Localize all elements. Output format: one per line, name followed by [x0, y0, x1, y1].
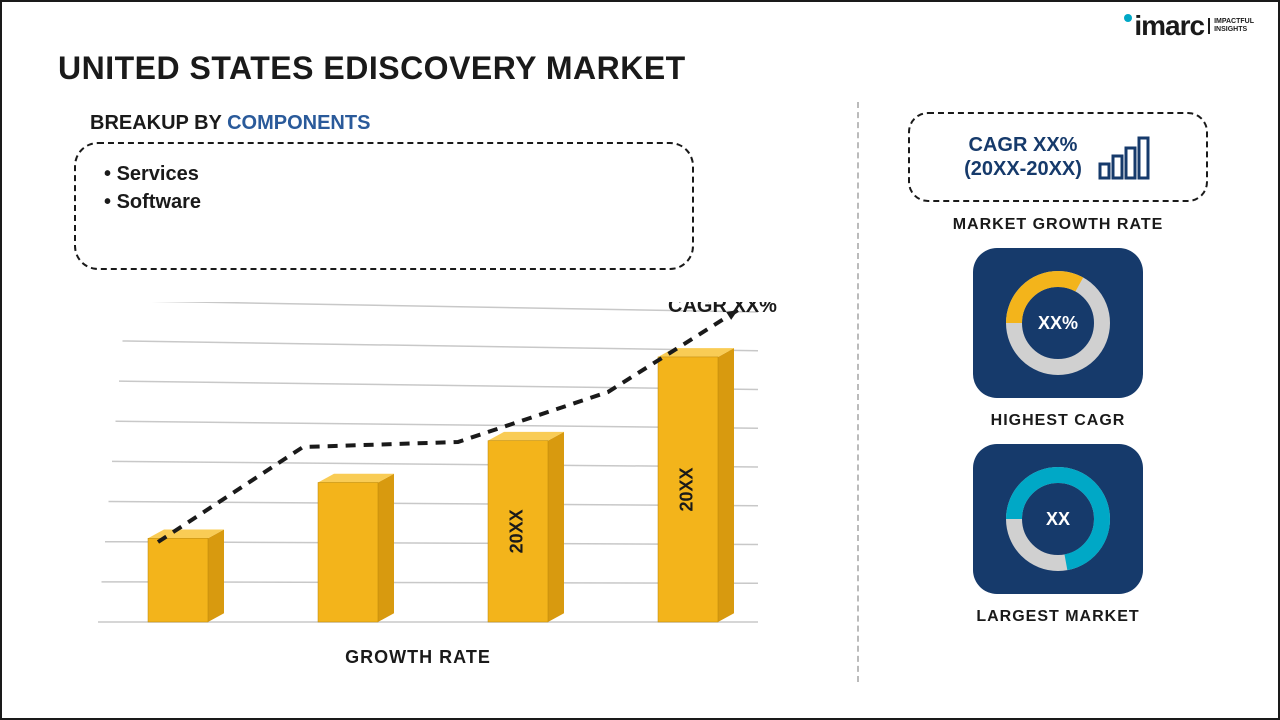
breakup-item: Services	[104, 160, 664, 188]
bar-growth-icon	[1096, 132, 1152, 182]
svg-text:20XX: 20XX	[677, 467, 697, 511]
highest-cagr-label: HIGHEST CAGR	[991, 412, 1126, 430]
cagr-line1: CAGR XX%	[969, 134, 1078, 156]
page-title: UNITED STATES EDISCOVERY MARKET	[58, 50, 686, 87]
breakup-heading: BREAKUP BY COMPONENTS	[90, 112, 370, 135]
breakup-list: ServicesSoftware	[104, 160, 664, 216]
side-panel: CAGR XX% (20XX-20XX) MARKET GROWTH RATE …	[898, 112, 1218, 626]
svg-text:CAGR XX%: CAGR XX%	[668, 302, 777, 317]
cagr-line2: (20XX-20XX)	[964, 158, 1082, 180]
breakup-highlight: COMPONENTS	[227, 112, 370, 134]
logo-dot-icon	[1124, 14, 1132, 22]
logo-tag-1: IMPACTFUL	[1214, 18, 1254, 25]
cagr-text: CAGR XX% (20XX-20XX)	[964, 133, 1082, 181]
svg-text:20XX: 20XX	[507, 509, 527, 553]
highest-cagr-tile: XX%	[973, 248, 1143, 398]
cagr-summary-box: CAGR XX% (20XX-20XX)	[908, 112, 1208, 202]
highest-cagr-value: XX%	[1038, 313, 1078, 334]
logo-tagline: IMPACTFUL INSIGHTS	[1208, 18, 1254, 33]
breakup-prefix: BREAKUP BY	[90, 112, 227, 134]
breakup-item: Software	[104, 188, 664, 216]
growth-chart: 20XX 20XX CAGR XX% GROWTH RATE	[58, 302, 778, 682]
largest-market-tile: XX	[973, 444, 1143, 594]
brand-logo: imarc IMPACTFUL INSIGHTS	[1124, 10, 1254, 42]
logo-text: imarc	[1134, 10, 1204, 42]
market-growth-rate-label: MARKET GROWTH RATE	[953, 216, 1164, 234]
vertical-divider	[857, 102, 859, 682]
breakup-box: ServicesSoftware	[74, 142, 694, 270]
largest-market-label: LARGEST MARKET	[976, 608, 1139, 626]
logo-tag-2: INSIGHTS	[1214, 26, 1247, 33]
chart-axis-label: GROWTH RATE	[345, 647, 491, 668]
chart-svg: 20XX 20XX CAGR XX%	[58, 302, 778, 662]
largest-market-value: XX	[1046, 509, 1070, 530]
